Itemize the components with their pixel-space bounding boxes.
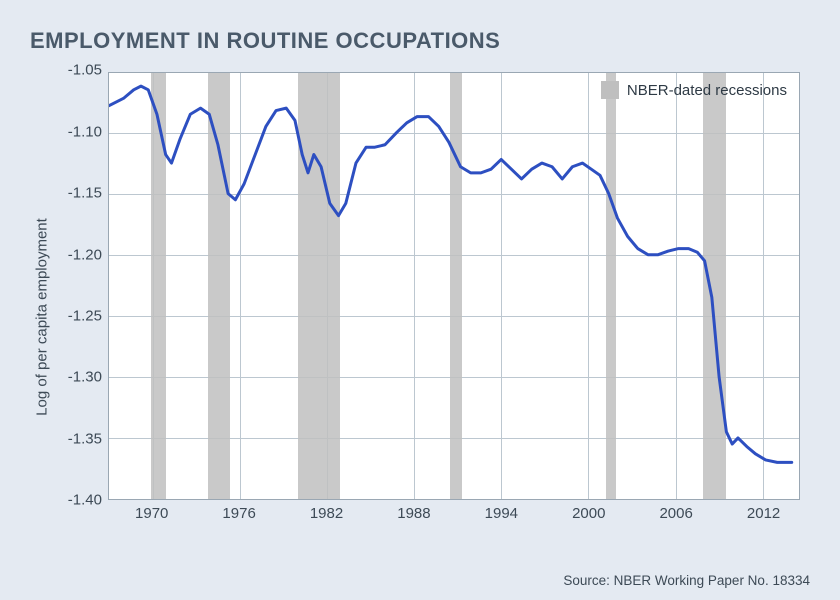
x-tick-label: 2000	[572, 505, 605, 522]
x-tick-label: 1970	[135, 505, 168, 522]
y-tick-label: -1.35	[30, 430, 102, 447]
chart-container: EMPLOYMENT IN ROUTINE OCCUPATIONS Log of…	[0, 0, 840, 600]
legend: NBER-dated recessions	[601, 81, 787, 99]
x-tick-label: 1994	[485, 505, 518, 522]
legend-label: NBER-dated recessions	[627, 82, 787, 99]
x-tick-label: 2012	[747, 505, 780, 522]
x-tick-label: 1982	[310, 505, 343, 522]
employment-line	[109, 86, 792, 462]
legend-swatch	[601, 81, 619, 99]
chart-area: Log of per capita employment NBER-dated …	[30, 72, 810, 562]
y-tick-label: -1.20	[30, 246, 102, 263]
y-tick-label: -1.05	[30, 62, 102, 79]
y-tick-label: -1.10	[30, 123, 102, 140]
plot-frame: NBER-dated recessions	[108, 72, 800, 500]
x-tick-label: 1976	[222, 505, 255, 522]
y-tick-label: -1.40	[30, 492, 102, 509]
chart-title: EMPLOYMENT IN ROUTINE OCCUPATIONS	[30, 28, 810, 54]
x-tick-label: 1988	[397, 505, 430, 522]
y-tick-label: -1.15	[30, 185, 102, 202]
y-tick-label: -1.25	[30, 307, 102, 324]
line-chart-svg	[109, 73, 799, 499]
x-tick-label: 2006	[659, 505, 692, 522]
source-caption: Source: NBER Working Paper No. 18334	[563, 573, 810, 588]
y-tick-label: -1.30	[30, 369, 102, 386]
